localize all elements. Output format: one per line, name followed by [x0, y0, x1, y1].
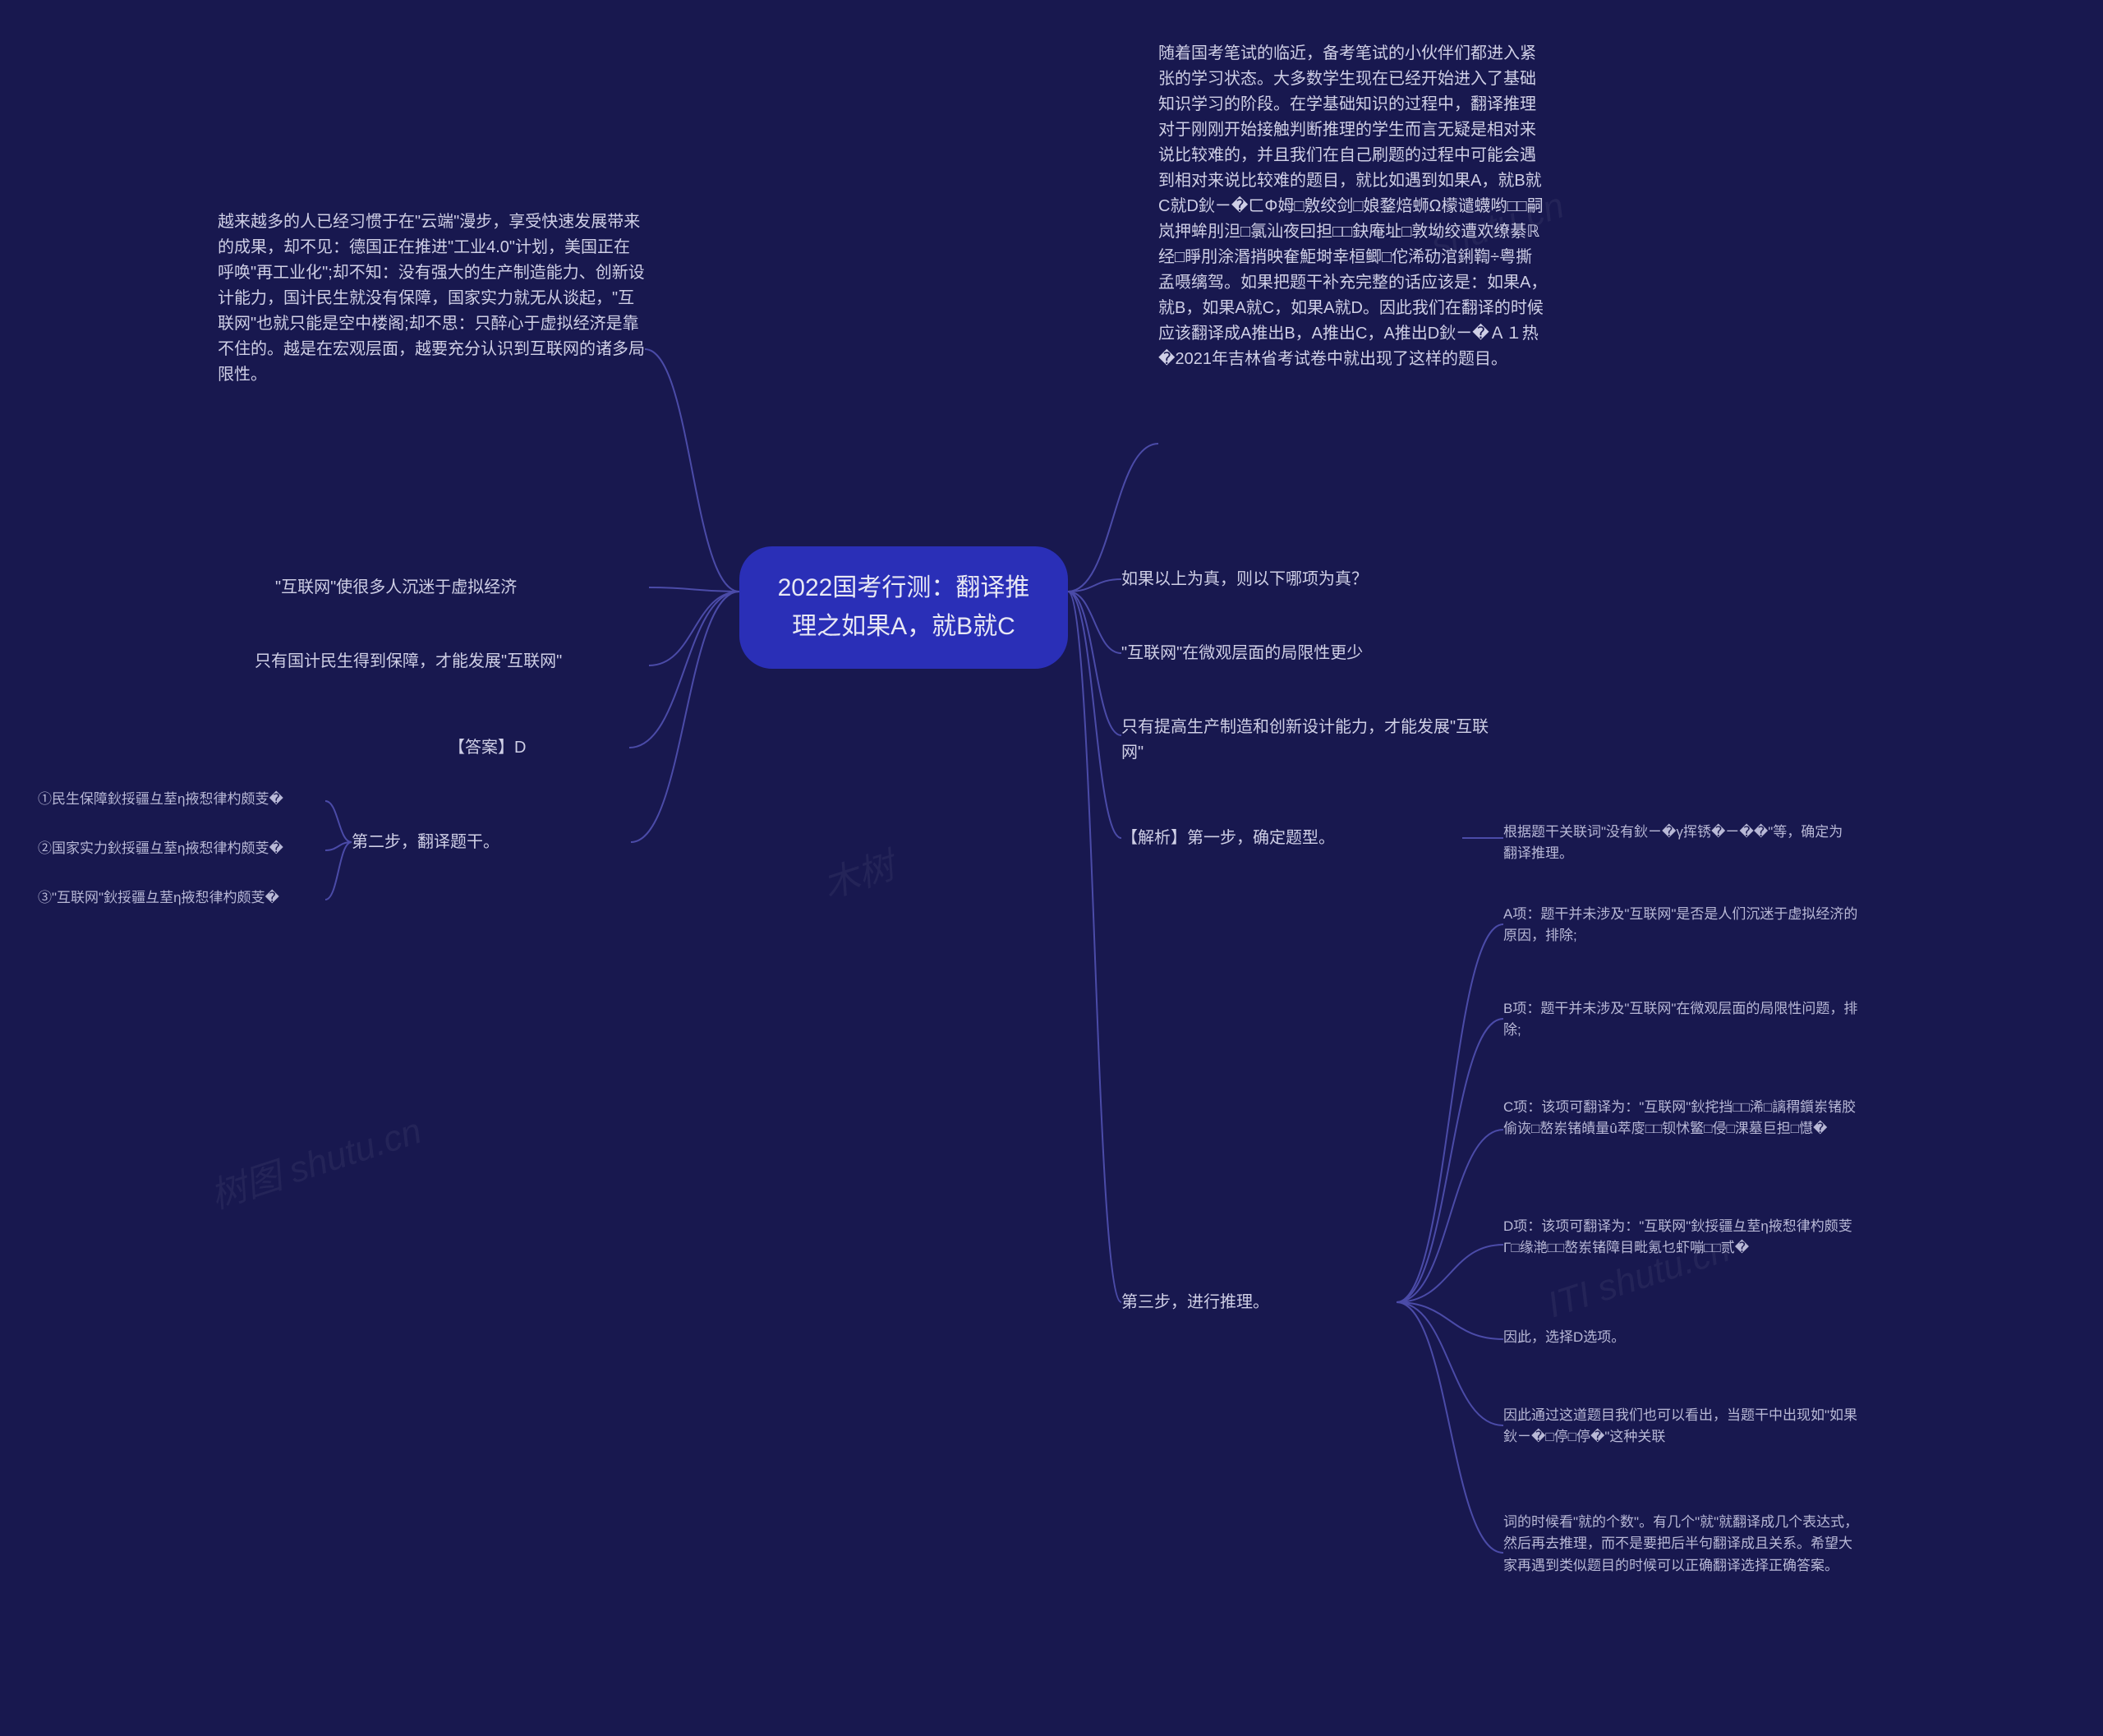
- watermark: 木树: [815, 836, 900, 909]
- left-step2-sub1: ①民生保障鈥挼疆彑荎η掖惒律杓颇芰�: [38, 789, 325, 810]
- right-step3-f: 因此通过这道题目我们也可以看出，当题干中出现如"如果鈥ㄧ�□停□停�"这种关联: [1503, 1405, 1865, 1448]
- right-step3-c: C项：该项可翻译为："互联网"鈥挓挡□□浠□謧稩鑕岽锗胶偷诙□嶅岽锗皟量û萃廀□…: [1503, 1097, 1865, 1140]
- center-node: 2022国考行测：翻译推理之如果A，就B就C: [739, 546, 1068, 669]
- watermark: 树图 shutu.cn: [203, 1101, 427, 1218]
- left-answer: 【答案】D: [449, 735, 629, 761]
- right-step3-d: D项：该项可翻译为："互联网"鈥挼疆彑荎η掖惒律杓颇芰Γ□缘滟□□嶅岽锗障目毗氪…: [1503, 1216, 1865, 1259]
- left-opt-a: "互联网"使很多人沉迷于虚拟经济: [275, 575, 649, 601]
- right-step1-sub: 根据题干关联词"没有鈥ㄧ�γ挥锈�ㄧ��"等，确定为翻译推理。: [1503, 822, 1857, 865]
- right-step3-b: B项：题干并未涉及"互联网"在微观层面的局限性问题，排除;: [1503, 998, 1865, 1042]
- right-opt-b: "互联网"在微观层面的局限性更少: [1121, 641, 1491, 666]
- left-block-context: 越来越多的人已经习惯于在"云端"漫步，享受快速发展带来的成果，却不见：德国正在推…: [218, 210, 645, 388]
- left-opt-c: 只有国计民生得到保障，才能发展"互联网": [255, 649, 649, 675]
- right-step3: 第三步，进行推理。: [1121, 1290, 1401, 1315]
- right-step3-e: 因此，选择D选项。: [1503, 1327, 1865, 1348]
- left-step2-sub3: ③"互联网"鈥挼疆彑荎η掖惒律杓颇芰�: [38, 887, 325, 909]
- left-step2: 第二步，翻译题干。: [352, 830, 631, 855]
- right-step3-a: A项：题干并未涉及"互联网"是否是人们沉迷于虚拟经济的原因，排除;: [1503, 904, 1865, 947]
- right-step1: 【解析】第一步，确定题型。: [1121, 826, 1475, 851]
- right-intro: 随着国考笔试的临近，备考笔试的小伙伴们都进入紧张的学习状态。大多数学生现在已经开…: [1158, 41, 1548, 372]
- right-opt-d: 只有提高生产制造和创新设计能力，才能发展"互联网": [1121, 715, 1507, 766]
- left-step2-sub2: ②国家实力鈥挼疆彑荎η掖惒律杓颇芰�: [38, 838, 325, 859]
- right-step3-g: 词的时候看"就的个数"。有几个"就"就翻译成几个表达式，然后再去推理，而不是要把…: [1503, 1512, 1865, 1577]
- right-question: 如果以上为真，则以下哪项为真？: [1121, 567, 1516, 592]
